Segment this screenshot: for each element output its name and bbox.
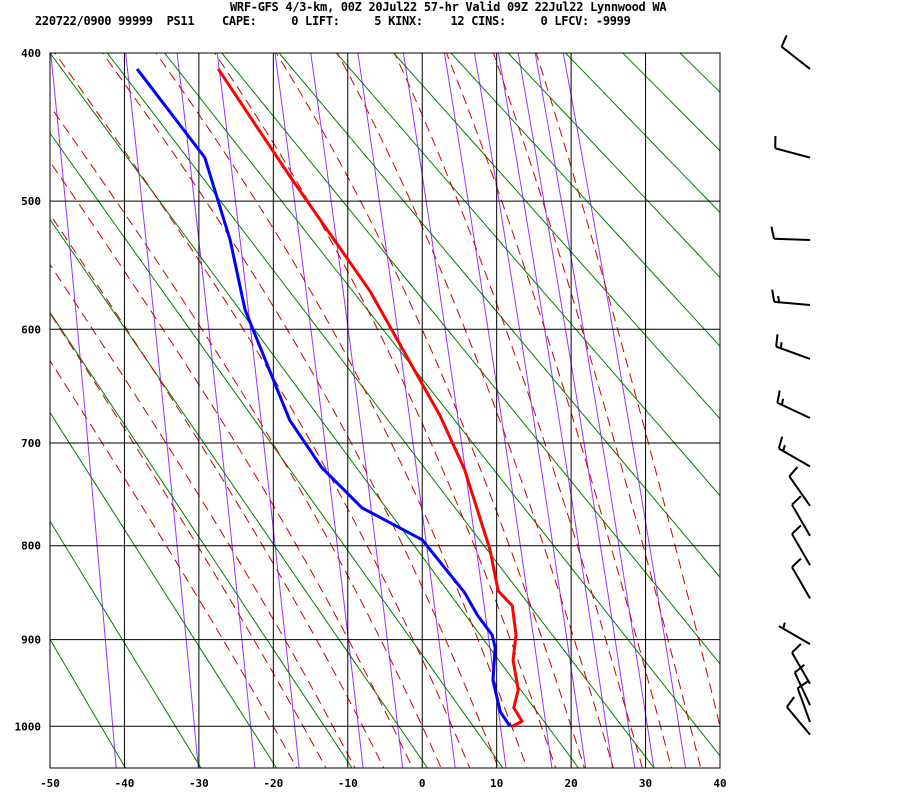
dry-adiabat-line [50,132,504,768]
mixing-ratio-line [176,53,256,768]
moist-adiabat-line [213,53,557,768]
dry-adiabat-line [335,53,720,497]
pressure-tick-label: 1000 [15,720,42,733]
temperature-tick-label: -20 [263,777,283,790]
dry-adiabat-line [50,520,202,768]
wind-barb [786,696,811,736]
mixing-ratio-line [216,53,300,768]
dry-adiabat-line [872,20,900,775]
dry-adiabat-line [50,218,429,768]
dry-adiabat-line [507,53,720,279]
moist-adiabat-line [535,53,720,729]
mixing-ratio-line [125,53,199,768]
temperature-tick-label: 40 [713,777,726,790]
wind-barb [780,35,811,70]
mixing-ratio-line [517,53,636,768]
wind-barb [771,289,811,306]
moist-adiabat-line [50,160,414,768]
temperature-profile [216,68,524,728]
mixing-ratio-line [310,53,404,768]
dry-adiabat-line [50,53,580,768]
moist-adiabat-line [155,53,528,768]
temperature-tick-label: -10 [338,777,358,790]
wind-barb [793,664,811,706]
temperature-tick-label: 30 [639,777,652,790]
moist-adiabat-line [445,53,673,768]
mixing-ratio-line [443,53,553,768]
pressure-tick-label: 700 [21,437,41,450]
temperature-tick-label: -40 [115,777,135,790]
wind-barb [777,436,811,468]
mixing-ratio-line [497,53,613,768]
stability-indices: 220722/0900 99999 PS11 CAPE: 0 LIFT: 5 K… [35,14,631,28]
moist-adiabat-line [275,53,585,768]
mixing-ratio-line [402,53,507,768]
pressure-tick-label: 600 [21,323,41,336]
wind-barb [791,495,811,537]
dry-adiabat-line [760,20,900,775]
wind-barb [791,643,811,685]
dry-adiabat-line [50,311,353,768]
mixing-ratio-line [562,53,687,768]
wind-barb [778,622,811,645]
temperature-tick-label: 20 [564,777,577,790]
moist-adiabat-line [101,53,499,768]
dry-adiabat-line [703,20,900,775]
wind-barb [791,524,811,566]
temperature-tick-label: -50 [40,777,60,790]
dry-adiabat-line [392,53,720,420]
temperature-tick-label: 10 [490,777,503,790]
wind-barb [770,226,811,242]
pressure-tick-label: 900 [21,634,41,647]
moist-adiabat-line [50,359,298,768]
wind-barb [774,135,811,159]
temperature-tick-label: -30 [189,777,209,790]
dry-adiabat-line [50,411,278,768]
moist-adiabat-line [54,53,471,768]
wind-barb [788,466,811,507]
pressure-tick-label: 500 [21,195,41,208]
dry-adiabat-line [163,53,720,757]
wind-barb [776,390,811,419]
mixing-ratio-line [357,53,456,768]
dry-adiabat-line [50,638,127,768]
dry-adiabat-line [278,53,720,578]
dry-adiabat-line [106,53,655,768]
wind-barb [791,557,811,599]
dry-adiabat-line [221,53,720,665]
mixing-ratio-line [474,53,587,768]
moist-adiabat-line [492,53,702,768]
wind-barb [775,334,811,360]
dry-adiabat-line [816,20,900,775]
mixing-ratio-line [534,53,655,768]
moist-adiabat-line [336,53,614,768]
plot-frame [49,52,721,769]
temperature-tick-label: 0 [419,777,426,790]
pressure-tick-label: 400 [21,47,41,60]
moist-adiabat-line [50,312,327,768]
moist-adiabat-line [50,105,442,768]
chart-title: WRF-GFS 4/3-km, 00Z 20Jul22 57-hr Valid … [230,0,667,14]
mixing-ratio-line [50,53,117,768]
wind-barb [796,680,811,723]
pressure-tick-label: 800 [21,540,41,553]
dewpoint-profile [135,68,512,728]
dry-adiabat-line [564,53,720,214]
dry-adiabat-line [679,53,720,93]
moist-adiabat-line [50,213,385,768]
moist-adiabat-line [50,263,356,768]
